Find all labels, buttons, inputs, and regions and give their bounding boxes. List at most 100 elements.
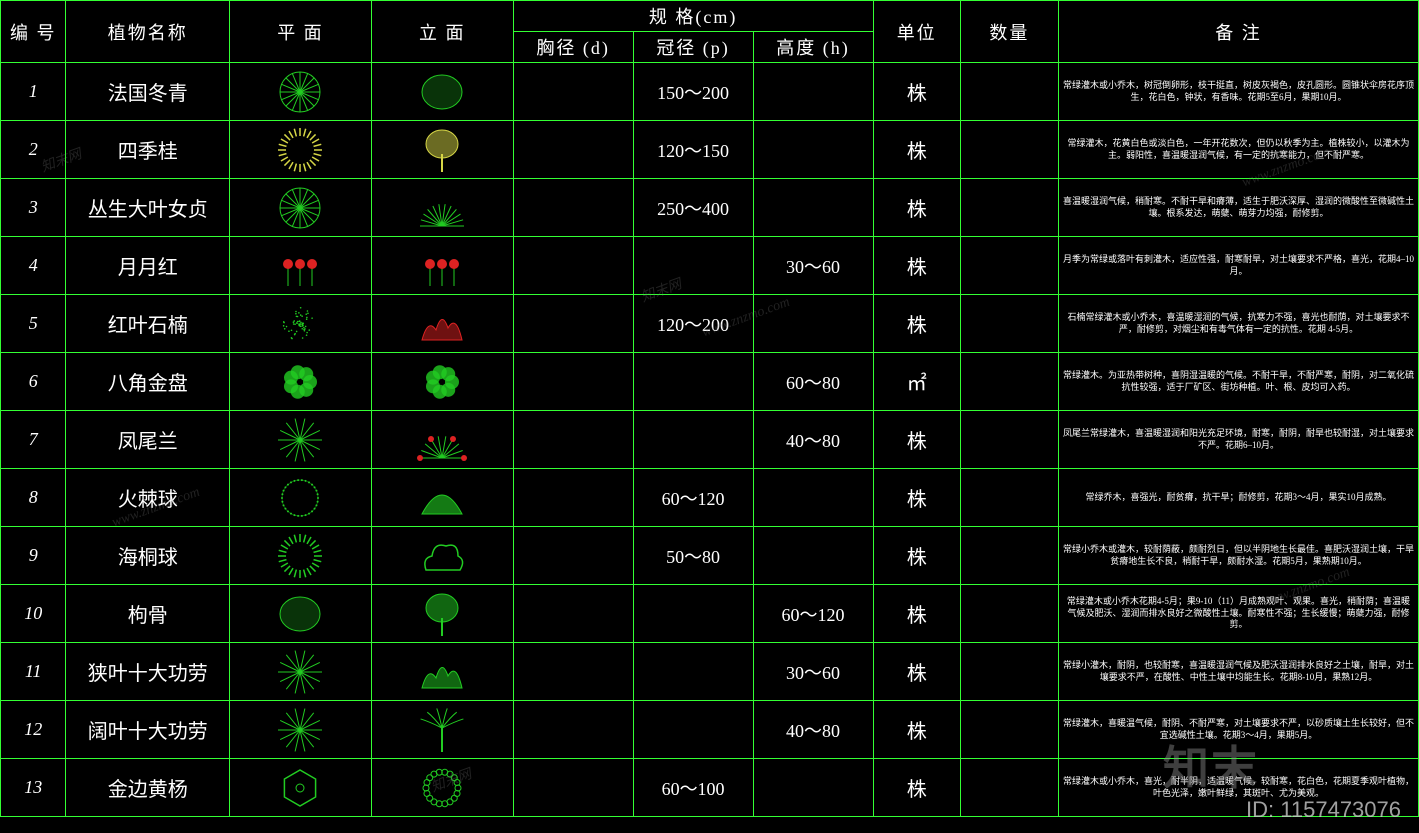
cell-spec-d bbox=[513, 411, 633, 469]
cell-plant-name: 阔叶十大功劳 bbox=[66, 701, 230, 759]
header-note: 备 注 bbox=[1058, 1, 1418, 63]
cell-spec-p: 120～150 bbox=[633, 121, 753, 179]
cell-unit: 株 bbox=[873, 411, 960, 469]
cell-id: 2 bbox=[1, 121, 66, 179]
table-row: 3 丛生大叶女贞 250～400 株 喜温暖湿润气候，稍耐寒。不耐干旱和瘠薄，适… bbox=[1, 179, 1419, 237]
table-row: 13 金边黄杨 60～100 株 常绿灌木或小乔木，喜光，耐半阴，适温暖气候，较… bbox=[1, 759, 1419, 817]
cell-note: 常绿灌木或小乔木，喜光，耐半阴，适温暖气候，较耐寒，花白色，花期夏季观叶植物，叶… bbox=[1058, 759, 1418, 817]
cell-spec-h bbox=[753, 121, 873, 179]
cell-unit: 株 bbox=[873, 585, 960, 643]
cell-spec-h: 60～80 bbox=[753, 353, 873, 411]
cell-id: 11 bbox=[1, 643, 66, 701]
table-row: 12 阔叶十大功劳 40～80 株 常绿灌木，喜暖温气候，耐阴、不耐严寒，对土壤… bbox=[1, 701, 1419, 759]
table-row: 6 八角金盘 60～80 ㎡ 常绿灌木。为亚热带树种，喜阴湿温暖的气候。不耐干旱… bbox=[1, 353, 1419, 411]
table-header: 编 号 植物名称 平 面 立 面 规 格(cm) 单位 数量 备 注 胸径 (d… bbox=[1, 1, 1419, 63]
cell-id: 3 bbox=[1, 179, 66, 237]
cell-spec-d bbox=[513, 63, 633, 121]
cell-unit: 株 bbox=[873, 527, 960, 585]
table-row: 1 法国冬青 150～200 株 常绿灌木或小乔木，树冠倒卵形，枝干挺直，树皮灰… bbox=[1, 63, 1419, 121]
cell-plan-icon bbox=[230, 411, 372, 469]
cell-elevation-icon bbox=[371, 469, 513, 527]
cell-qty bbox=[960, 237, 1058, 295]
cell-spec-p bbox=[633, 643, 753, 701]
cell-plan-icon bbox=[230, 179, 372, 237]
cell-elevation-icon bbox=[371, 643, 513, 701]
cell-spec-p bbox=[633, 585, 753, 643]
cell-elevation-icon bbox=[371, 353, 513, 411]
cell-spec-d bbox=[513, 759, 633, 817]
cell-note: 喜温暖湿润气候，稍耐寒。不耐干旱和瘠薄，适生于肥沃深厚、湿润的微酸性至微碱性土壤… bbox=[1058, 179, 1418, 237]
table-row: 9 海桐球 50～80 株 常绿小乔木或灌木，较耐荫蔽，颇耐烈日，但以半阴地生长… bbox=[1, 527, 1419, 585]
header-unit: 单位 bbox=[873, 1, 960, 63]
cell-qty bbox=[960, 295, 1058, 353]
cell-plant-name: 红叶石楠 bbox=[66, 295, 230, 353]
cell-spec-h: 60～120 bbox=[753, 585, 873, 643]
cell-plan-icon bbox=[230, 759, 372, 817]
cell-elevation-icon bbox=[371, 701, 513, 759]
cell-note: 常绿灌木或小乔木，树冠倒卵形，枝干挺直，树皮灰褐色，皮孔圆形。圆锥状伞房花序顶生… bbox=[1058, 63, 1418, 121]
table-row: 10 枸骨 60～120 株 常绿灌木或小乔木花期4-5月；果9-10（11）月… bbox=[1, 585, 1419, 643]
cell-spec-p bbox=[633, 701, 753, 759]
cell-plant-name: 凤尾兰 bbox=[66, 411, 230, 469]
cell-plan-icon bbox=[230, 295, 372, 353]
cell-unit: ㎡ bbox=[873, 353, 960, 411]
table-row: 11 狭叶十大功劳 30～60 株 常绿小灌木，耐阴，也较耐寒，喜温暖湿润气候及… bbox=[1, 643, 1419, 701]
cell-plant-name: 四季桂 bbox=[66, 121, 230, 179]
cell-spec-d bbox=[513, 353, 633, 411]
cell-id: 4 bbox=[1, 237, 66, 295]
cell-unit: 株 bbox=[873, 179, 960, 237]
cell-qty bbox=[960, 411, 1058, 469]
cell-plant-name: 狭叶十大功劳 bbox=[66, 643, 230, 701]
cell-spec-h bbox=[753, 469, 873, 527]
table-row: 8 火棘球 60～120 株 常绿乔木，喜强光，耐贫瘠，抗干旱；耐修剪，花期3～… bbox=[1, 469, 1419, 527]
cell-elevation-icon bbox=[371, 179, 513, 237]
cell-note: 石楠常绿灌木或小乔木，喜温暖湿润的气候，抗寒力不强，喜光也耐荫，对土壤要求不严，… bbox=[1058, 295, 1418, 353]
cell-unit: 株 bbox=[873, 469, 960, 527]
cell-spec-p: 120～200 bbox=[633, 295, 753, 353]
cell-plant-name: 火棘球 bbox=[66, 469, 230, 527]
plant-specification-table: 编 号 植物名称 平 面 立 面 规 格(cm) 单位 数量 备 注 胸径 (d… bbox=[0, 0, 1419, 817]
cell-plant-name: 八角金盘 bbox=[66, 353, 230, 411]
cell-spec-d bbox=[513, 585, 633, 643]
cell-note: 凤尾兰常绿灌木，喜温暖湿润和阳光充足环境，耐寒，耐阴，耐旱也较耐湿，对土壤要求不… bbox=[1058, 411, 1418, 469]
cell-id: 5 bbox=[1, 295, 66, 353]
cell-id: 1 bbox=[1, 63, 66, 121]
cell-spec-p bbox=[633, 411, 753, 469]
table-row: 2 四季桂 120～150 株 常绿灌木，花黄白色或淡白色，一年开花数次，但仍以… bbox=[1, 121, 1419, 179]
cell-plant-name: 金边黄杨 bbox=[66, 759, 230, 817]
cell-note: 常绿小灌木，耐阴，也较耐寒，喜温暖湿润气候及肥沃湿润排水良好之土壤，耐旱，对土壤… bbox=[1058, 643, 1418, 701]
cell-spec-p: 50～80 bbox=[633, 527, 753, 585]
cell-qty bbox=[960, 353, 1058, 411]
cell-qty bbox=[960, 179, 1058, 237]
cell-qty bbox=[960, 527, 1058, 585]
cell-spec-d bbox=[513, 643, 633, 701]
cell-elevation-icon bbox=[371, 759, 513, 817]
cell-unit: 株 bbox=[873, 63, 960, 121]
cell-spec-h: 40～80 bbox=[753, 411, 873, 469]
cell-plan-icon bbox=[230, 469, 372, 527]
table-row: 5 红叶石楠 120～200 株 石楠常绿灌木或小乔木，喜温暖湿润的气候，抗寒力… bbox=[1, 295, 1419, 353]
cell-id: 7 bbox=[1, 411, 66, 469]
cell-unit: 株 bbox=[873, 237, 960, 295]
cell-spec-d bbox=[513, 179, 633, 237]
cell-spec-d bbox=[513, 295, 633, 353]
cell-id: 13 bbox=[1, 759, 66, 817]
cell-elevation-icon bbox=[371, 121, 513, 179]
cell-spec-h: 30～60 bbox=[753, 643, 873, 701]
header-spec-d: 胸径 (d) bbox=[513, 32, 633, 63]
cell-spec-h bbox=[753, 759, 873, 817]
cell-plant-name: 海桐球 bbox=[66, 527, 230, 585]
cell-spec-d bbox=[513, 527, 633, 585]
cell-qty bbox=[960, 759, 1058, 817]
cell-id: 10 bbox=[1, 585, 66, 643]
cell-spec-h bbox=[753, 527, 873, 585]
cell-id: 9 bbox=[1, 527, 66, 585]
cell-note: 常绿灌木，花黄白色或淡白色，一年开花数次，但仍以秋季为主。植株较小，以灌木为主。… bbox=[1058, 121, 1418, 179]
cell-id: 12 bbox=[1, 701, 66, 759]
cell-note: 常绿小乔木或灌木，较耐荫蔽，颇耐烈日，但以半阴地生长最佳。喜肥沃湿润土壤，干旱贫… bbox=[1058, 527, 1418, 585]
cell-spec-h bbox=[753, 295, 873, 353]
header-elev: 立 面 bbox=[371, 1, 513, 63]
cell-unit: 株 bbox=[873, 759, 960, 817]
cell-elevation-icon bbox=[371, 295, 513, 353]
cell-qty bbox=[960, 469, 1058, 527]
